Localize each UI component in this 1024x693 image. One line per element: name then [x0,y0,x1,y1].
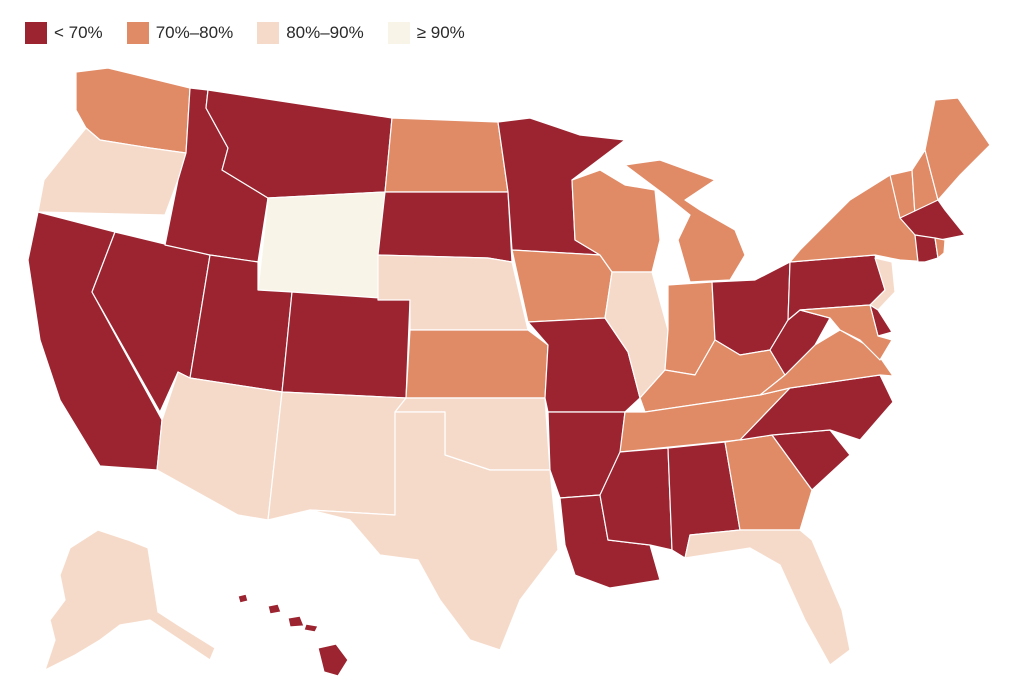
state-florida[interactable] [684,529,851,666]
legend-swatch-under-70 [25,22,47,44]
state-maryland[interactable] [799,304,893,361]
legend-label-90-plus: ≥ 90% [416,23,465,42]
state-kansas[interactable] [405,329,549,399]
state-south-dakota[interactable] [377,191,513,263]
state-michigan[interactable] [624,159,746,283]
legend-label-80-90: 80%–90% [286,23,364,42]
state-oregon[interactable] [37,127,187,216]
state-maine[interactable] [924,97,991,201]
legend-swatch-90-plus [387,22,410,44]
legend-swatch-80-90 [257,22,280,44]
state-north-dakota[interactable] [384,117,509,193]
state-texas[interactable] [309,411,559,651]
legend-item-80-90: 80%–90% [257,22,364,44]
state-arizona[interactable] [156,371,283,521]
map-legend: < 70% 70%–80% 80%–90% ≥ 90% [25,22,489,44]
state-colorado[interactable] [281,291,411,399]
state-rhode-island[interactable] [934,237,946,259]
legend-item-70-80: 70%–80% [126,22,234,44]
legend-swatch-70-80 [126,22,149,44]
state-new-mexico[interactable] [267,391,407,521]
state-wisconsin[interactable] [571,169,661,273]
legend-label-70-80: 70%–80% [155,23,234,42]
state-iowa[interactable] [511,249,613,323]
state-connecticut[interactable] [914,234,939,263]
legend-item-under-70: < 70% [25,22,103,44]
state-alaska[interactable] [44,529,216,671]
state-wyoming[interactable] [257,191,386,301]
legend-item-90-plus: ≥ 90% [387,22,465,44]
legend-label-under-70: < 70% [54,23,103,42]
state-hawaii[interactable] [237,593,349,677]
